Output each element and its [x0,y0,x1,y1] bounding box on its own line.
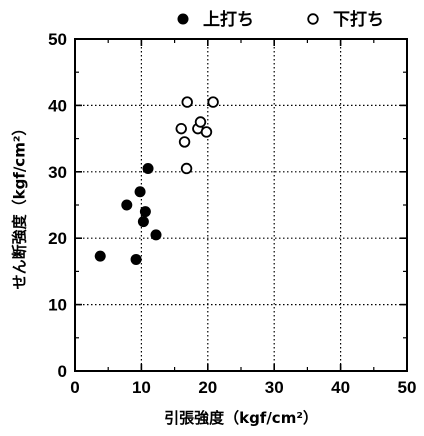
filled-point-3 [134,186,146,198]
x-tick-label-40: 40 [331,378,350,397]
open-point-7 [207,96,219,108]
y-tick-label-40: 40 [48,96,67,115]
legend-marker-filled-0 [177,13,189,25]
y-tick-label-10: 10 [48,296,67,315]
y-axis-title: せん断強度（kgf/cm²） [11,121,29,290]
filled-point-6 [142,162,154,174]
y-tick-label-30: 30 [48,163,67,182]
filled-point-7 [150,229,162,241]
open-point-6 [200,126,213,138]
axis-ticks [74,38,408,372]
grid-lines [75,39,407,371]
x-axis-title: 引張強度（kgf/cm²） [164,409,318,427]
legend-label-0: 上打ち [203,9,254,30]
x-tick-label-0: 0 [70,378,79,397]
legend: 上打ち 下打ち [177,9,384,30]
x-tick-label-10: 10 [132,378,151,397]
legend-marker-open-1 [307,13,319,25]
filled-point-5 [139,206,151,218]
open-point-3 [181,96,193,108]
open-point-2 [180,162,193,175]
open-point-0 [175,122,187,135]
legend-label-1: 下打ち [333,9,384,30]
open-point-1 [178,136,191,148]
filled-point-0 [94,250,106,262]
filled-point-4 [137,216,149,228]
tick-labels: 0 10 20 30 40 50 0 10 20 30 40 50 [48,30,416,397]
x-tick-label-50: 50 [398,378,417,397]
x-tick-label-30: 30 [265,378,284,397]
y-tick-label-20: 20 [48,229,67,248]
filled-point-1 [121,199,133,211]
x-tick-label-20: 20 [198,378,217,397]
open-point-5 [194,116,207,128]
data-points [94,96,219,265]
y-tick-label-50: 50 [48,30,67,49]
filled-point-2 [130,253,142,265]
y-tick-label-0: 0 [58,362,67,381]
